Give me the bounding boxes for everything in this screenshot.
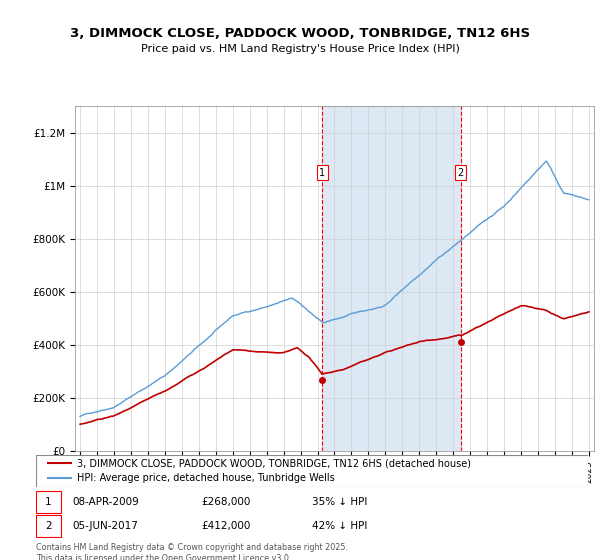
Text: Contains HM Land Registry data © Crown copyright and database right 2025.
This d: Contains HM Land Registry data © Crown c… [36, 543, 348, 560]
Text: £268,000: £268,000 [202, 497, 251, 507]
Bar [36, 492, 61, 513]
Bar [36, 515, 61, 536]
Text: 1: 1 [45, 497, 52, 507]
Text: 3, DIMMOCK CLOSE, PADDOCK WOOD, TONBRIDGE, TN12 6HS: 3, DIMMOCK CLOSE, PADDOCK WOOD, TONBRIDG… [70, 27, 530, 40]
Text: 35% ↓ HPI: 35% ↓ HPI [312, 497, 367, 507]
Text: 2: 2 [45, 521, 52, 531]
Bar [322, 106, 461, 451]
Text: 05-JUN-2017: 05-JUN-2017 [72, 521, 138, 531]
Text: 42% ↓ HPI: 42% ↓ HPI [312, 521, 367, 531]
Text: 3, DIMMOCK CLOSE, PADDOCK WOOD, TONBRIDGE, TN12 6HS (detached house): 3, DIMMOCK CLOSE, PADDOCK WOOD, TONBRIDG… [77, 459, 472, 469]
Text: 08-APR-2009: 08-APR-2009 [72, 497, 139, 507]
Text: 2: 2 [457, 167, 464, 178]
Text: £412,000: £412,000 [202, 521, 251, 531]
Text: 1: 1 [319, 167, 325, 178]
Text: HPI: Average price, detached house, Tunbridge Wells: HPI: Average price, detached house, Tunb… [77, 473, 335, 483]
Text: Price paid vs. HM Land Registry's House Price Index (HPI): Price paid vs. HM Land Registry's House … [140, 44, 460, 54]
